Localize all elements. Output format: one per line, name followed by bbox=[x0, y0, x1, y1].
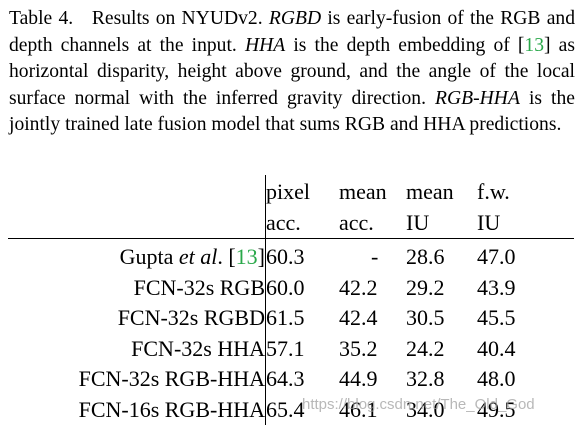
watermark: https://blog.csdn.net/The_Old_God bbox=[302, 396, 535, 413]
header-iu-1: IU bbox=[406, 209, 430, 235]
value-cell: 42.2 bbox=[339, 274, 378, 300]
table-row: FCN-16s RGB-HHA 65.4 46.1 34.0 49.5 bbox=[8, 394, 574, 425]
caption-citation-link[interactable]: 13 bbox=[524, 34, 545, 56]
table-row: FCN-32s RGB 60.0 42.2 29.2 43.9 bbox=[8, 272, 574, 303]
caption-rgbd: RGBD bbox=[268, 8, 322, 29]
value-cell: 61.5 bbox=[266, 305, 305, 331]
header-row-2: acc. acc. IU IU bbox=[8, 207, 574, 239]
method-et-al: et al bbox=[178, 244, 218, 270]
header-row-1: pixel mean mean f.w. bbox=[8, 175, 574, 208]
value-cell: - bbox=[339, 238, 406, 273]
method-cell: FCN-32s RGBD bbox=[8, 303, 266, 334]
caption-text-3: is the depth embedding of [ bbox=[293, 34, 525, 56]
value-cell: 48.0 bbox=[477, 366, 516, 392]
method-cell: FCN-32s HHA bbox=[8, 333, 266, 364]
value-cell: 47.0 bbox=[477, 238, 574, 273]
table-caption: Table 4. Results on NYUDv2. RGBD is earl… bbox=[9, 6, 575, 139]
value-cell: 29.2 bbox=[406, 274, 445, 300]
table-row: FCN-32s RGBD 61.5 42.4 30.5 45.5 bbox=[8, 303, 574, 334]
method-text: Gupta bbox=[119, 244, 179, 270]
table-row: FCN-32s RGB-HHA 64.3 44.9 32.8 48.0 bbox=[8, 364, 574, 395]
caption-text-5: is the jointly trained late fusion model… bbox=[9, 87, 575, 136]
caption-text-2: is early-fusion of the RGB and depth cha… bbox=[9, 8, 575, 56]
header-pixel: pixel bbox=[266, 179, 310, 205]
value-cell: 57.1 bbox=[266, 335, 305, 361]
value-cell-best: 65.4 bbox=[266, 396, 305, 422]
value-cell: 42.4 bbox=[339, 305, 378, 331]
method-citation-link[interactable]: 13 bbox=[235, 244, 258, 270]
header-fw: f.w. bbox=[477, 179, 510, 205]
header-iu-2: IU bbox=[477, 209, 501, 235]
caption-label: Table 4. bbox=[9, 8, 74, 29]
method-cell: FCN-32s RGB-HHA bbox=[8, 364, 266, 395]
value-cell: 40.4 bbox=[477, 335, 516, 361]
value-cell: 44.9 bbox=[339, 366, 378, 392]
value-cell-best: 34.0 bbox=[406, 396, 445, 422]
value-cell: 32.8 bbox=[406, 366, 445, 392]
table-row: Gupta et al. [13] 60.3 - 28.6 47.0 bbox=[8, 238, 574, 273]
value-cell: 43.9 bbox=[477, 274, 516, 300]
value-cell: 28.6 bbox=[406, 238, 477, 273]
table-row: FCN-32s HHA 57.1 35.2 24.2 40.4 bbox=[8, 333, 574, 364]
results-table: pixel mean mean f.w. acc. acc. IU IU Gup… bbox=[8, 175, 574, 425]
method-cell: Gupta et al. [13] bbox=[8, 238, 266, 273]
header-acc-2: acc. bbox=[339, 209, 374, 235]
value-cell-best: 49.5 bbox=[477, 396, 516, 422]
caption-text-1: Results on NYUDv2. bbox=[91, 8, 263, 29]
method-cell: FCN-16s RGB-HHA bbox=[8, 394, 266, 425]
value-cell: 60.0 bbox=[266, 274, 305, 300]
caption-text-4: ] as horizontal disparity, height above … bbox=[9, 34, 575, 109]
value-cell: 60.3 bbox=[265, 238, 339, 273]
header-mean-1: mean bbox=[339, 179, 387, 205]
value-cell-best: 46.1 bbox=[339, 396, 378, 422]
value-cell: 45.5 bbox=[477, 305, 516, 331]
method-cell: FCN-32s RGB bbox=[8, 272, 266, 303]
method-text-3: ] bbox=[257, 244, 265, 270]
header-acc-1: acc. bbox=[266, 209, 301, 235]
method-text-2: . [ bbox=[217, 244, 236, 270]
value-cell: 35.2 bbox=[339, 335, 378, 361]
value-cell: 64.3 bbox=[266, 366, 305, 392]
value-cell: 30.5 bbox=[406, 305, 445, 331]
caption-rgb-hha: RGB-HHA bbox=[435, 87, 520, 109]
caption-hha: HHA bbox=[244, 34, 286, 56]
header-mean-2: mean bbox=[406, 179, 454, 205]
header-blank bbox=[8, 175, 266, 208]
header-blank-2 bbox=[8, 207, 266, 239]
value-cell: 24.2 bbox=[406, 335, 445, 361]
